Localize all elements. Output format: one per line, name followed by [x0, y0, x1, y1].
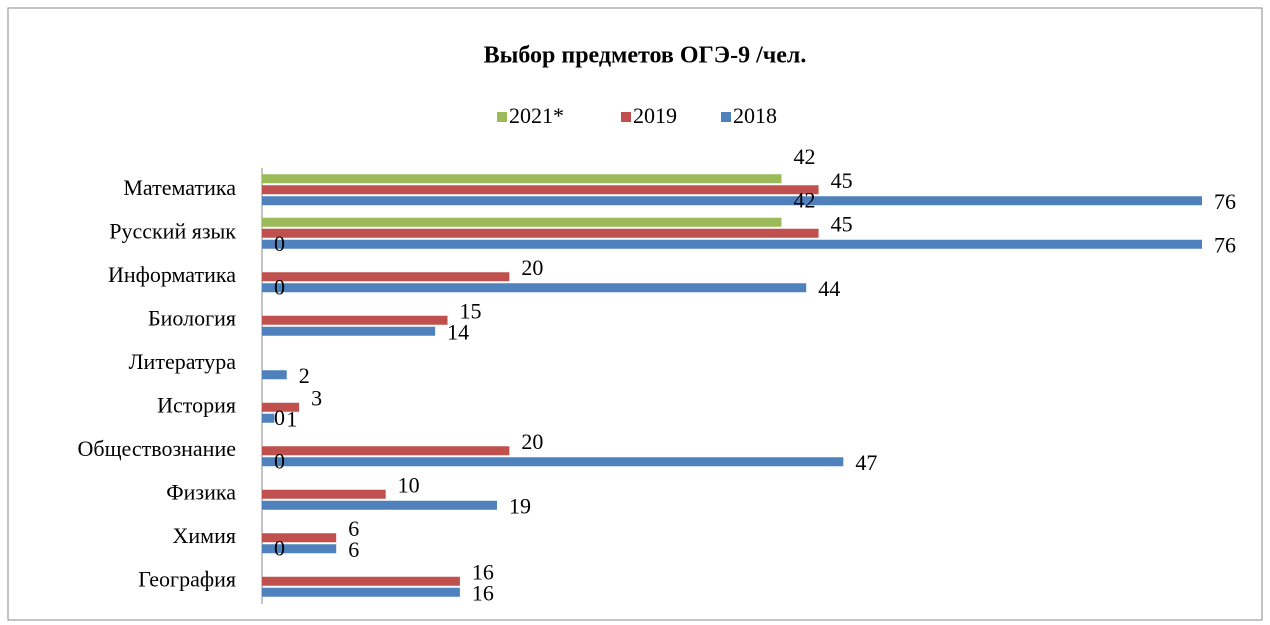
- data-label: 44: [818, 276, 840, 301]
- data-label: 76: [1214, 189, 1236, 214]
- data-label: 76: [1214, 232, 1236, 257]
- bar: [262, 533, 337, 543]
- chart-frame: [7, 7, 1263, 621]
- bar: [262, 315, 448, 325]
- data-label: 16: [472, 559, 494, 584]
- chart-title: Выбор предметов ОГЭ-9 /чел.: [484, 43, 807, 69]
- bar: [262, 217, 782, 227]
- data-label: 42: [793, 187, 815, 212]
- bar: [262, 413, 275, 423]
- data-label: 42: [793, 144, 815, 169]
- legend-label: 2018: [733, 103, 777, 128]
- bar: [262, 500, 497, 510]
- bar: [262, 326, 436, 336]
- bar: [262, 457, 844, 467]
- data-label: 0: [274, 448, 285, 473]
- legend-swatch: [721, 112, 731, 122]
- data-label: 2: [299, 363, 310, 388]
- bar: [262, 272, 510, 282]
- bar: [262, 239, 1202, 249]
- bar: [262, 576, 460, 586]
- y-tick-label: Физика: [166, 479, 236, 504]
- data-label: 20: [521, 429, 543, 454]
- data-label: 19: [509, 493, 531, 518]
- bar: [262, 402, 300, 412]
- y-tick-label: Информатика: [108, 262, 236, 287]
- bar: [262, 196, 1202, 206]
- data-label: 0: [274, 231, 285, 256]
- y-tick-label: Математика: [123, 175, 236, 200]
- bar: [262, 446, 510, 456]
- y-tick-label: Литература: [129, 349, 237, 374]
- data-label: 15: [460, 298, 482, 323]
- y-tick-label: История: [157, 392, 236, 417]
- bar: [262, 228, 819, 238]
- bar: [262, 587, 460, 597]
- data-label: 20: [521, 255, 543, 280]
- y-tick-label: Русский язык: [109, 218, 236, 243]
- bar: [262, 283, 807, 293]
- legend-swatch: [621, 112, 631, 122]
- data-label: 1: [286, 406, 297, 431]
- data-label: 0: [274, 274, 285, 299]
- bar: [262, 370, 287, 380]
- legend-swatch: [497, 112, 507, 122]
- data-label: 3: [311, 385, 322, 410]
- data-label: 45: [831, 211, 853, 236]
- y-tick-label: Химия: [173, 523, 236, 548]
- data-label: 47: [855, 450, 877, 475]
- data-label: 14: [447, 319, 469, 344]
- data-label: 45: [831, 168, 853, 193]
- bar: [262, 489, 386, 499]
- bar: [262, 544, 337, 554]
- legend-label: 2021*: [509, 103, 564, 128]
- data-label: 16: [472, 580, 494, 605]
- bar: [262, 185, 819, 195]
- data-label: 10: [398, 472, 420, 497]
- data-label: 0: [274, 535, 285, 560]
- legend-label: 2019: [633, 103, 677, 128]
- y-tick-label: Биология: [148, 305, 236, 330]
- bar: [262, 174, 782, 184]
- data-label: 6: [348, 537, 359, 562]
- y-tick-label: География: [138, 566, 236, 591]
- data-label: 0: [274, 405, 285, 430]
- data-label: 6: [348, 516, 359, 541]
- y-tick-label: Обществознание: [78, 436, 237, 461]
